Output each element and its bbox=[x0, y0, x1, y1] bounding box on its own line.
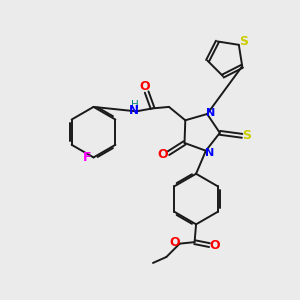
Text: H: H bbox=[131, 100, 139, 110]
Text: N: N bbox=[205, 148, 214, 158]
Text: N: N bbox=[206, 107, 216, 118]
Text: N: N bbox=[129, 104, 139, 117]
Text: O: O bbox=[169, 236, 180, 249]
Text: O: O bbox=[209, 238, 220, 252]
Text: O: O bbox=[140, 80, 151, 94]
Text: O: O bbox=[158, 148, 168, 161]
Text: S: S bbox=[239, 35, 248, 48]
Text: S: S bbox=[242, 129, 251, 142]
Text: F: F bbox=[83, 151, 91, 164]
